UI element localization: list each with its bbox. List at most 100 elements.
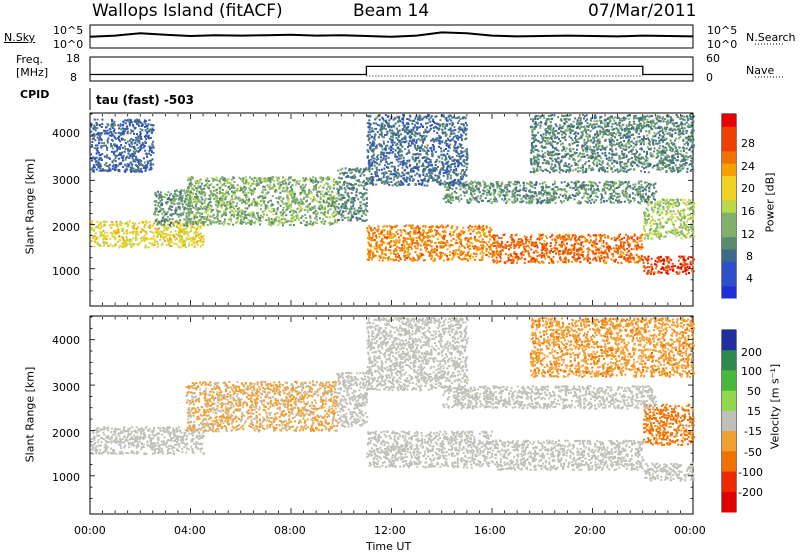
heatmap-cell (461, 258, 464, 261)
heatmap-cell (619, 233, 622, 236)
heatmap-cell (301, 183, 304, 186)
heatmap-cell (450, 258, 453, 261)
heatmap-cell (319, 196, 322, 199)
heatmap-cell (179, 223, 182, 226)
heatmap-cell (689, 260, 692, 263)
heatmap-cell (659, 223, 662, 226)
heatmap-cell (206, 186, 209, 188)
heatmap-cell (409, 257, 412, 260)
heatmap-cell (536, 255, 539, 258)
heatmap-cell (679, 266, 682, 269)
heatmap-cell (523, 262, 526, 265)
heatmap-cell (369, 237, 372, 240)
heatmap-cell (340, 205, 343, 208)
heatmap-cell (187, 176, 190, 179)
heatmap-cell (147, 246, 150, 249)
heatmap-cell (137, 137, 140, 140)
heatmap-cell (95, 163, 98, 166)
heatmap-cell (233, 194, 236, 197)
heatmap-cell (105, 126, 108, 129)
heatmap-cell (506, 200, 509, 203)
heatmap-cell (95, 168, 98, 171)
heatmap-cell (174, 197, 177, 200)
heatmap-cell (99, 235, 102, 238)
heatmap-cell (559, 256, 562, 259)
heatmap-cell (572, 256, 575, 259)
heatmap-cell (162, 215, 165, 218)
heatmap-cell (368, 253, 371, 256)
heatmap-cell (489, 231, 492, 234)
heatmap-cell (286, 208, 289, 211)
heatmap-cell (403, 246, 406, 249)
heatmap-cell (252, 189, 255, 192)
heatmap-cell (464, 253, 467, 256)
heatmap-cell (387, 242, 390, 245)
heatmap-cell (174, 195, 177, 197)
heatmap-cell (315, 213, 317, 216)
heatmap-cell (394, 242, 397, 245)
heatmap-cell (225, 191, 228, 194)
heatmap-cell (455, 227, 458, 230)
heatmap-cell (611, 252, 614, 255)
heatmap-cell (166, 211, 169, 214)
heatmap-cell (363, 174, 366, 177)
heatmap-cell (681, 226, 684, 229)
heatmap-cell (617, 245, 620, 248)
heatmap-cell (185, 246, 187, 249)
heatmap-cell (582, 245, 585, 248)
heatmap-cell (95, 124, 98, 126)
heatmap-cell (179, 207, 181, 209)
heatmap-cell (608, 250, 611, 253)
heatmap-cell (559, 253, 562, 256)
heatmap-cell (111, 123, 114, 126)
heatmap-cell (220, 199, 223, 202)
heatmap-cell (122, 154, 125, 157)
heatmap-cell (670, 259, 673, 262)
heatmap-cell (132, 125, 135, 128)
heatmap-cell (213, 189, 215, 192)
heatmap-cell (659, 232, 662, 235)
heatmap-cell (232, 184, 235, 187)
heatmap-cell (531, 258, 534, 261)
heatmap-cell (200, 235, 203, 238)
heatmap-cell (247, 183, 250, 186)
heatmap-cell (209, 196, 212, 199)
heatmap-cell (108, 128, 111, 131)
heatmap-cell (267, 216, 270, 219)
heatmap-cell (670, 231, 672, 234)
heatmap-cell (686, 220, 688, 223)
heatmap-cell (389, 258, 392, 261)
heatmap-cell (383, 225, 386, 228)
heatmap-cell (328, 222, 331, 225)
heatmap-cell (157, 193, 160, 196)
heatmap-cell (218, 211, 220, 214)
heatmap-cell (557, 237, 560, 239)
heatmap-cell (464, 238, 467, 241)
heatmap-cell (349, 172, 352, 175)
heatmap-cell (612, 247, 615, 250)
heatmap-cell (131, 237, 134, 240)
heatmap-cell (646, 266, 649, 269)
heatmap-cell (473, 180, 476, 183)
heatmap-cell (614, 187, 616, 190)
heatmap-cell (660, 268, 663, 270)
heatmap-cell (576, 258, 579, 260)
heatmap-cell (144, 223, 147, 226)
heatmap-cell (129, 243, 132, 246)
heatmap-cell (162, 226, 165, 229)
heatmap-cell (350, 217, 353, 220)
heatmap-cell (159, 234, 162, 237)
heatmap-cell (445, 188, 448, 191)
heatmap-cell (478, 240, 481, 243)
heatmap-cell (113, 159, 115, 162)
heatmap-cell (104, 235, 107, 238)
heatmap-cell (621, 182, 624, 185)
heatmap-cell (286, 187, 289, 190)
heatmap-cell (145, 138, 148, 140)
heatmap-cell (609, 247, 612, 250)
heatmap-cell (444, 185, 447, 188)
heatmap-cell (171, 213, 174, 216)
heatmap-cell (677, 259, 680, 262)
heatmap-cell (482, 227, 485, 230)
heatmap-cell (320, 221, 323, 224)
